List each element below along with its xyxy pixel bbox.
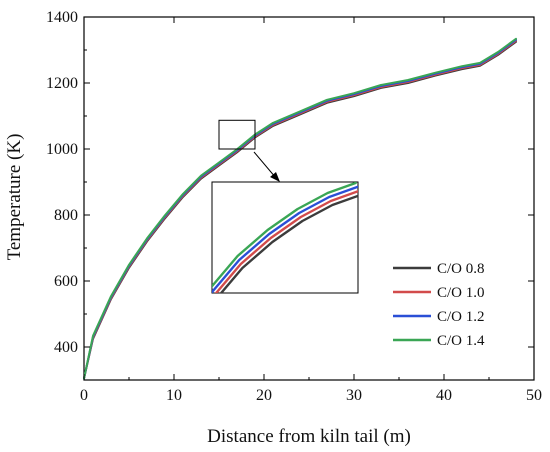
- legend-label: C/O 1.4: [437, 333, 485, 349]
- zoom-source-box: [218, 119, 256, 150]
- zoom-inset: [211, 119, 359, 294]
- x-tick-label: 20: [256, 387, 272, 404]
- y-tick-label: 600: [54, 273, 78, 290]
- x-tick-label: 40: [436, 387, 452, 404]
- legend-label: C/O 1.2: [437, 309, 485, 325]
- inset-series-line: [212, 182, 357, 289]
- inset-series-line: [214, 190, 358, 293]
- x-tick-label: 30: [346, 387, 362, 404]
- series-line: [83, 37, 517, 380]
- y-tick-label: 1200: [46, 75, 78, 92]
- legend: C/O 0.8 C/O 1.0 C/O 1.2 C/O 1.4: [393, 261, 485, 349]
- y-tick-label: 1400: [46, 9, 78, 26]
- x-tick-label: 0: [80, 387, 88, 404]
- series-layer: [83, 37, 517, 380]
- ticks-layer: 0 10 20 30 40 50 400 600 800 1000 1200 1400: [46, 9, 542, 404]
- legend-label: C/O 1.0: [437, 285, 485, 301]
- y-tick-label: 1000: [46, 141, 78, 158]
- y-tick-label: 400: [54, 339, 78, 356]
- inset-series-line: [219, 194, 358, 293]
- zoom-arrow-line: [253, 151, 277, 179]
- inset-series-line: [212, 185, 358, 293]
- x-tick-label: 50: [526, 387, 542, 404]
- x-axis-title: Distance from kiln tail (m): [207, 426, 411, 447]
- y-tick-label: 800: [54, 207, 78, 224]
- legend-label: C/O 0.8: [437, 261, 485, 277]
- zoom-arrowhead: [270, 172, 280, 182]
- x-tick-label: 10: [166, 387, 182, 404]
- y-axis-title: Temperature (K): [4, 134, 25, 261]
- inset-series-group: [212, 182, 358, 293]
